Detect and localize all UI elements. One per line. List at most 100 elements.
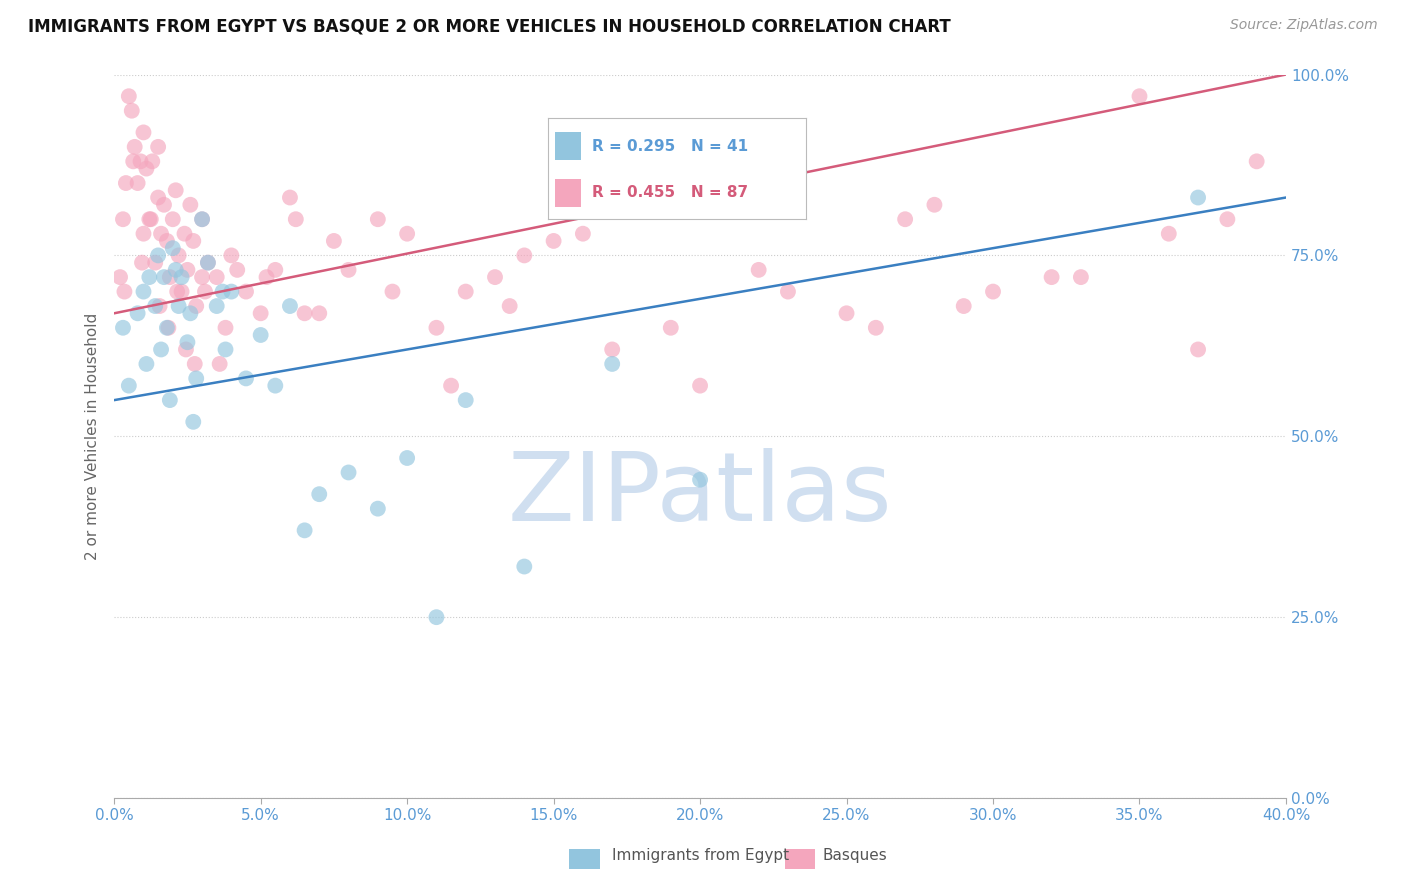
Point <box>981 285 1004 299</box>
Point <box>191 270 214 285</box>
Point <box>153 198 176 212</box>
Point <box>1216 212 1239 227</box>
Point <box>179 198 201 212</box>
Point <box>1040 270 1063 285</box>
Point <box>952 299 974 313</box>
Point <box>122 154 145 169</box>
Point <box>264 263 287 277</box>
Point <box>572 227 595 241</box>
Point <box>367 212 389 227</box>
Point <box>924 198 946 212</box>
Point <box>498 299 520 313</box>
Point <box>1157 227 1180 241</box>
Point <box>170 270 193 285</box>
Point <box>135 161 157 176</box>
Point <box>184 357 207 371</box>
Point <box>166 285 188 299</box>
Text: Immigrants from Egypt: Immigrants from Egypt <box>612 848 789 863</box>
Point <box>600 357 623 371</box>
Point <box>689 378 711 392</box>
Point <box>156 234 179 248</box>
Point <box>165 263 187 277</box>
Point <box>630 161 652 176</box>
Point <box>337 263 360 277</box>
Point <box>381 285 404 299</box>
Point <box>1187 190 1209 204</box>
Point <box>132 227 155 241</box>
Point <box>543 234 565 248</box>
Point <box>396 227 419 241</box>
Point <box>146 190 169 204</box>
Point <box>776 285 799 299</box>
Point <box>322 234 344 248</box>
Point <box>156 320 179 334</box>
Point <box>278 190 301 204</box>
Point <box>214 320 236 334</box>
Point <box>111 320 134 334</box>
Point <box>115 176 138 190</box>
Point <box>264 378 287 392</box>
Point <box>484 270 506 285</box>
Point <box>176 335 198 350</box>
Point <box>138 212 160 227</box>
Point <box>214 343 236 357</box>
Point <box>197 255 219 269</box>
Point <box>1187 343 1209 357</box>
Point <box>143 299 166 313</box>
Point <box>865 320 887 334</box>
Point <box>135 357 157 371</box>
Point <box>139 212 162 227</box>
Point <box>284 212 307 227</box>
Point <box>159 393 181 408</box>
Point <box>221 248 243 262</box>
Y-axis label: 2 or more Vehicles in Household: 2 or more Vehicles in Household <box>86 313 100 560</box>
Point <box>132 285 155 299</box>
Point <box>440 378 463 392</box>
Point <box>143 255 166 269</box>
Point <box>141 154 163 169</box>
Point <box>221 285 243 299</box>
Point <box>256 270 278 285</box>
Point <box>191 212 214 227</box>
Point <box>181 415 204 429</box>
Point <box>124 140 146 154</box>
Point <box>179 306 201 320</box>
Point <box>146 248 169 262</box>
Point <box>162 241 184 255</box>
Point <box>118 378 141 392</box>
Point <box>127 306 149 320</box>
Point <box>600 343 623 357</box>
Point <box>118 89 141 103</box>
Text: IMMIGRANTS FROM EGYPT VS BASQUE 2 OR MORE VEHICLES IN HOUSEHOLD CORRELATION CHAR: IMMIGRANTS FROM EGYPT VS BASQUE 2 OR MOR… <box>28 18 950 36</box>
Point <box>153 270 176 285</box>
Point <box>149 299 172 313</box>
Point <box>114 285 136 299</box>
Point <box>249 306 271 320</box>
Point <box>235 285 257 299</box>
Point <box>131 255 153 269</box>
Point <box>1070 270 1092 285</box>
Point <box>186 299 208 313</box>
Point <box>150 343 173 357</box>
Text: Basques: Basques <box>823 848 887 863</box>
Point <box>197 255 219 269</box>
Point <box>108 270 131 285</box>
Point <box>208 357 231 371</box>
Point <box>454 393 477 408</box>
Point <box>748 263 770 277</box>
Point <box>159 270 181 285</box>
Point <box>205 270 228 285</box>
Point <box>170 285 193 299</box>
Point <box>167 248 190 262</box>
Point <box>659 320 682 334</box>
Point <box>157 320 180 334</box>
Point <box>235 371 257 385</box>
Point <box>205 299 228 313</box>
Point <box>129 154 152 169</box>
Point <box>249 328 271 343</box>
Point <box>176 263 198 277</box>
Point <box>150 227 173 241</box>
Point <box>173 227 195 241</box>
Point <box>425 610 447 624</box>
Point <box>121 103 143 118</box>
